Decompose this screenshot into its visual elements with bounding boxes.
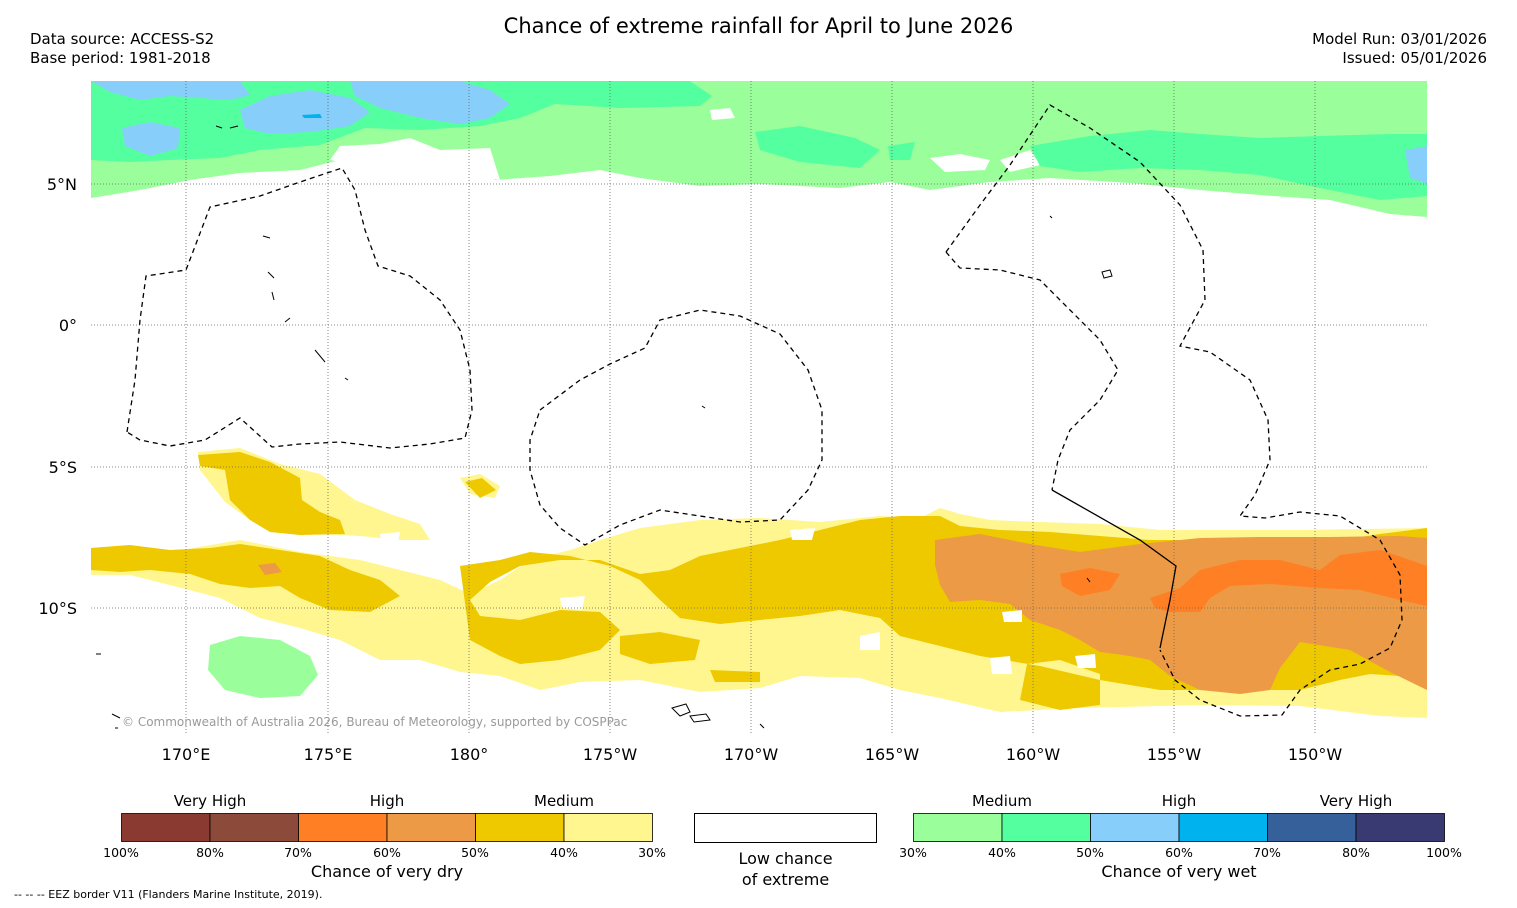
dry-swatch-70-60 [298, 813, 388, 842]
eez-solid-segment [1051, 489, 1177, 649]
lat-label-10s: 10°S [38, 599, 77, 618]
legend-dry-colorbar [121, 813, 653, 842]
dry-swatch-100-80 [121, 813, 211, 842]
wet-swatch-40-50 [1001, 813, 1091, 842]
legend-wet-tick: 100% [1426, 845, 1462, 860]
legend-dry-tick: 40% [550, 845, 578, 860]
legend-dry-tick: 30% [638, 845, 666, 860]
legend-wet-colorbar [913, 813, 1445, 842]
dry-swatch-50-40 [475, 813, 565, 842]
wet-swatch-60-70 [1178, 813, 1268, 842]
wet-swatch-30-40 [913, 813, 1003, 842]
map-field [91, 81, 1427, 735]
wet-swatch-50-60 [1090, 813, 1180, 842]
dry-swatch-60-50 [386, 813, 476, 842]
legend-wet-category-medium: Medium [972, 792, 1032, 810]
legend-dry-tick: 70% [284, 845, 312, 860]
wet-spot-south [208, 636, 318, 698]
data-source-text: Data source: ACCESS-S2 [30, 30, 215, 48]
lon-label-155w: 155°W [1146, 745, 1202, 764]
dry-swatch-80-70 [209, 813, 299, 842]
base-period-text: Base period: 1981-2018 [30, 49, 211, 67]
wet-swatch-70-80 [1267, 813, 1357, 842]
grid-lines [91, 81, 1427, 735]
legend-dry-tick: 50% [461, 845, 489, 860]
data-source-block: Data source: ACCESS-S2 Base period: 1981… [30, 30, 214, 68]
legend-dry-tick: 100% [103, 845, 139, 860]
legend-wet-category-very-high: Very High [1319, 792, 1393, 810]
eez-borders [126, 104, 1403, 717]
dry-60-area [1060, 550, 1427, 612]
lat-label-5s: 5°S [48, 458, 77, 477]
dry-swatch-40-30 [563, 813, 653, 842]
wet-60-spot [302, 114, 322, 118]
issued-text: Issued: 05/01/2026 [1342, 49, 1487, 67]
lon-label-160w: 160°W [1005, 745, 1061, 764]
lon-label-180: 180° [449, 745, 489, 764]
lon-label-150w: 150°W [1287, 745, 1343, 764]
copyright-notice: © Commonwealth of Australia 2026, Bureau… [122, 715, 628, 729]
islands [96, 125, 1113, 729]
legend-dry-category-medium: Medium [534, 792, 594, 810]
lon-label-165w: 165°W [864, 745, 920, 764]
eez-footnote: -- -- -- EEZ border V11 (Flanders Marine… [14, 888, 323, 901]
legend-wet-tick: 30% [899, 845, 927, 860]
lat-label-0: 0° [58, 316, 77, 335]
legend-low-line1: Low chance [738, 849, 833, 868]
wet-swatch-80-100 [1355, 813, 1445, 842]
lon-label-170w: 170°W [723, 745, 779, 764]
lon-label-175w: 175°W [582, 745, 638, 764]
legend-wet-category-high: High [1161, 792, 1197, 810]
legend-low-line2: of extreme [741, 870, 830, 889]
legend-dry-tick: 80% [196, 845, 224, 860]
legend-wet-tick: 40% [988, 845, 1016, 860]
map-title: Chance of extreme rainfall for April to … [503, 14, 1014, 38]
lon-label-175e: 175°E [303, 745, 353, 764]
legend-dry-tick: 60% [373, 845, 401, 860]
legend-wet-title: Chance of very wet [1101, 862, 1257, 881]
legend-low-chance-swatch [694, 813, 877, 843]
legend-dry-category-high: High [369, 792, 405, 810]
lon-label-170e: 170°E [161, 745, 211, 764]
legend-wet-tick: 60% [1165, 845, 1193, 860]
legend-low-chance-label: Low chance of extreme [694, 848, 877, 890]
legend-wet-tick: 50% [1076, 845, 1104, 860]
model-run-text: Model Run: 03/01/2026 [1312, 30, 1487, 48]
model-info-block: Model Run: 03/01/2026 Issued: 05/01/2026 [1312, 30, 1487, 68]
legend-wet-tick: 80% [1342, 845, 1370, 860]
dry-50-area [258, 534, 1427, 694]
legend-dry-title: Chance of very dry [310, 862, 464, 881]
legend-dry-category-very-high: Very High [173, 792, 247, 810]
wet-50-area [91, 81, 1427, 184]
legend-wet-tick: 70% [1253, 845, 1281, 860]
lat-label-5n: 5°N [46, 175, 77, 194]
